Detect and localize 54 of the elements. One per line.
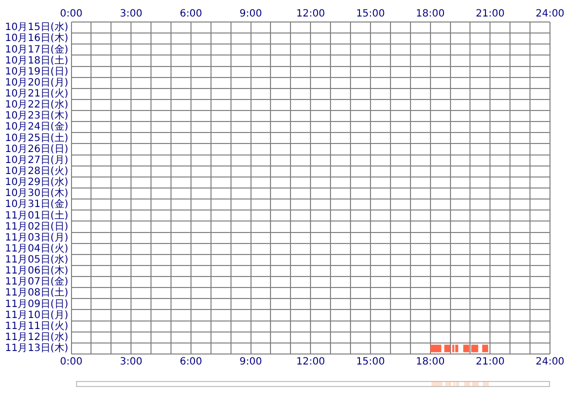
y-tick-label: 10月15日(水)	[4, 21, 68, 34]
y-tick-label: 10月27日(月)	[4, 154, 68, 166]
bar	[445, 382, 452, 386]
y-tick-label: 11月03日(月)	[4, 232, 68, 244]
y-tick-label: 11月08日(土)	[4, 286, 68, 299]
y-tick-label: 10月21日(火)	[4, 88, 68, 100]
y-tick-label: 11月12日(水)	[4, 330, 68, 343]
x-tick-label: 21:00	[476, 8, 505, 20]
y-tick-label: 10月25日(土)	[4, 132, 68, 144]
x2-tick-label: 18:00	[416, 356, 445, 368]
x2-tick-label: 3:00	[120, 356, 142, 368]
y-tick-label: 11月13日(木)	[4, 342, 68, 354]
y-tick-label: 10月20日(月)	[4, 77, 68, 88]
y-tick-label: 11月01日(土)	[4, 209, 68, 222]
y-tick-label: 10月31日(金)	[4, 198, 68, 210]
y-tick-label: 10月30日(木)	[4, 187, 68, 200]
x2-tick-label: 9:00	[240, 356, 262, 368]
x-tick-label: 12:00	[296, 8, 326, 20]
y-tick-label: 11月05日(水)	[4, 254, 68, 266]
x-tick-label: 6:00	[180, 8, 202, 20]
bar	[464, 382, 470, 386]
x-tick-label: 18:00	[416, 8, 445, 20]
y-tick-label: 10月18日(土)	[4, 54, 68, 66]
y-tick-label: 10月22日(水)	[4, 98, 68, 111]
x2-tick-label: 21:00	[476, 356, 505, 368]
bar	[472, 382, 479, 386]
y-tick-label: 10月29日(水)	[4, 176, 68, 188]
x-tick-label: 24:00	[536, 8, 564, 20]
y-tick-label: 11月10日(月)	[4, 310, 68, 321]
y-tick-label: 11月02日(日)	[4, 221, 68, 232]
x-tick-label: 0:00	[60, 8, 82, 20]
y-tick-label: 10月23日(木)	[4, 110, 68, 122]
y-tick-label: 11月09日(日)	[4, 298, 68, 310]
y-tick-label: 11月04日(火)	[4, 242, 68, 254]
y-tick-label: 10月17日(金)	[4, 43, 68, 56]
y-tick-label: 10月26日(日)	[4, 144, 68, 155]
y-tick-label: 10月16日(木)	[4, 32, 68, 44]
y-tick-label: 10月28日(火)	[4, 164, 68, 177]
x2-tick-label: 15:00	[356, 356, 385, 368]
y-tick-label: 11月11日(火)	[4, 320, 68, 332]
x2-tick-label: 0:00	[60, 356, 82, 368]
bar	[456, 382, 460, 386]
y-tick-label: 11月07日(金)	[4, 276, 68, 288]
x-tick-label: 3:00	[120, 8, 142, 20]
y-tick-label: 11月06日(木)	[4, 264, 68, 277]
x-tick-label: 9:00	[240, 8, 262, 20]
y-tick-label: 10月19日(日)	[4, 66, 68, 78]
x2-tick-label: 24:00	[536, 356, 564, 368]
bar	[482, 382, 489, 386]
bar	[432, 382, 442, 386]
x2-tick-label: 12:00	[296, 356, 326, 368]
x-tick-label: 15:00	[356, 8, 385, 20]
x2-tick-label: 6:00	[180, 356, 202, 368]
y-tick-label: 10月24日(金)	[4, 120, 68, 133]
